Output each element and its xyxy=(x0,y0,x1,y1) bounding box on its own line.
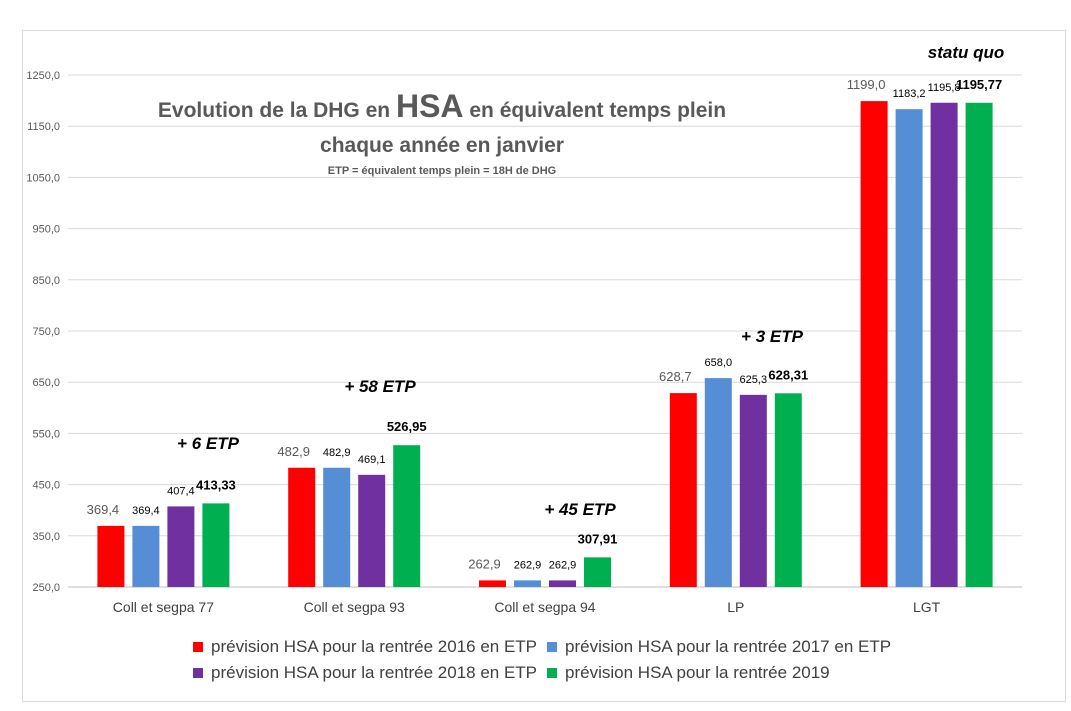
data-label: 413,33 xyxy=(196,477,236,492)
bar xyxy=(288,467,316,587)
data-label: 625,3 xyxy=(740,374,768,386)
data-label: 1199,0 xyxy=(847,77,886,92)
legend-swatch-2018 xyxy=(193,668,203,678)
data-label: 482,9 xyxy=(323,447,351,459)
legend-row: prévision HSA pour la rentrée 2018 en ET… xyxy=(193,660,913,686)
y-tick-label: 750,0 xyxy=(32,326,60,338)
legend-item-2016: prévision HSA pour la rentrée 2016 en ET… xyxy=(193,637,537,657)
data-label: 1195,77 xyxy=(956,77,1002,92)
data-label: 307,91 xyxy=(578,531,618,546)
bar xyxy=(514,580,541,587)
bar xyxy=(669,393,697,587)
data-label: 628,7 xyxy=(659,369,692,384)
legend-item-2019: prévision HSA pour la rentrée 2019 xyxy=(547,663,830,683)
x-tick-label: Coll et segpa 94 xyxy=(494,599,595,615)
data-label: 262,9 xyxy=(549,559,577,571)
bar xyxy=(393,445,421,587)
chart-frame xyxy=(22,30,1066,702)
data-label: 1183,2 xyxy=(893,88,926,100)
bar xyxy=(895,109,923,587)
y-tick-label: 1150,0 xyxy=(27,121,60,133)
bar xyxy=(549,580,576,587)
legend-label-2018: prévision HSA pour la rentrée 2018 en ET… xyxy=(211,663,538,682)
bar xyxy=(132,525,160,587)
data-label: 369,4 xyxy=(87,502,120,517)
legend-swatch-2019 xyxy=(547,668,558,678)
annotations: + 6 ETP + 58 ETP + 45 ETP + 3 ETP statu quo xyxy=(177,43,1004,519)
legend-label-2019: prévision HSA pour la rentrée 2019 xyxy=(565,663,830,682)
legend-row: prévision HSA pour la rentrée 2016 en ET… xyxy=(193,634,913,660)
x-axis-tick-labels: Coll et segpa 77 Coll et segpa 93 Coll et … xyxy=(113,599,941,615)
y-tick-label: 1050,0 xyxy=(26,172,60,184)
data-label: 526,95 xyxy=(387,419,427,434)
bar xyxy=(358,474,386,587)
data-label: 369,4 xyxy=(132,505,160,517)
y-tick-label: 350,0 xyxy=(32,531,60,543)
x-tick-label: Coll et segpa 93 xyxy=(304,599,405,615)
y-tick-label: 850,0 xyxy=(32,275,60,287)
y-tick-label: 250,0 xyxy=(32,582,60,594)
data-labels: 369,4 369,4 407,4 413,33 482,9 482,9 469,1 526,… xyxy=(87,77,1003,572)
bar xyxy=(739,394,767,587)
bar xyxy=(323,467,351,587)
bar xyxy=(860,101,888,587)
x-tick-label: Coll et segpa 77 xyxy=(113,599,214,615)
annotation: + 45 ETP xyxy=(544,500,616,519)
data-label: 1195,8 xyxy=(928,82,961,94)
legend-swatch-2017 xyxy=(547,642,558,652)
data-label: 628,31 xyxy=(768,367,808,382)
annotation: + 58 ETP xyxy=(344,377,416,396)
bar xyxy=(965,102,993,588)
bar xyxy=(202,503,230,587)
y-axis-tick-labels: 250,0 350,0 450,0 550,0 650,0 750,0 850,0 950,0… xyxy=(26,70,60,594)
bar xyxy=(704,378,732,587)
y-tick-label: 450,0 xyxy=(32,480,60,492)
legend-item-2017: prévision HSA pour la rentrée 2017 en ET… xyxy=(547,637,891,657)
bar xyxy=(774,393,802,587)
y-tick-label: 650,0 xyxy=(32,377,60,389)
legend-label-2017: prévision HSA pour la rentrée 2017 en ET… xyxy=(565,637,892,656)
data-label: 407,4 xyxy=(167,485,195,497)
data-label: 482,9 xyxy=(277,444,310,459)
bar xyxy=(167,506,195,587)
chart-title: Evolution de la DHG en HSA en équivalent… xyxy=(158,88,726,124)
legend-swatch-2016 xyxy=(193,642,203,652)
bar xyxy=(930,102,958,587)
y-tick-label: 950,0 xyxy=(32,224,60,236)
data-label: 262,9 xyxy=(514,559,542,571)
data-label: 262,9 xyxy=(468,556,501,571)
bar xyxy=(479,580,506,587)
y-tick-label: 550,0 xyxy=(32,428,60,440)
legend-label-2016: prévision HSA pour la rentrée 2016 en ET… xyxy=(211,637,538,656)
legend-item-2018: prévision HSA pour la rentrée 2018 en ET… xyxy=(193,663,537,683)
chart-subtitle: chaque année en janvier xyxy=(320,134,564,157)
annotation: + 3 ETP xyxy=(741,327,804,346)
bars xyxy=(97,101,993,588)
annotation: + 6 ETP xyxy=(177,434,240,453)
bar xyxy=(97,525,125,587)
bar xyxy=(584,557,611,587)
x-tick-label: LP xyxy=(727,599,744,615)
y-tick-label: 1250,0 xyxy=(26,70,60,82)
data-label: 658,0 xyxy=(705,357,733,369)
annotation: statu quo xyxy=(928,43,1005,62)
chart-note: ETP = équivalent temps plein = 18H de DH… xyxy=(328,165,556,177)
x-tick-label: LGT xyxy=(913,599,941,615)
data-label: 469,1 xyxy=(358,454,386,466)
legend: prévision HSA pour la rentrée 2016 en ET… xyxy=(193,634,913,686)
